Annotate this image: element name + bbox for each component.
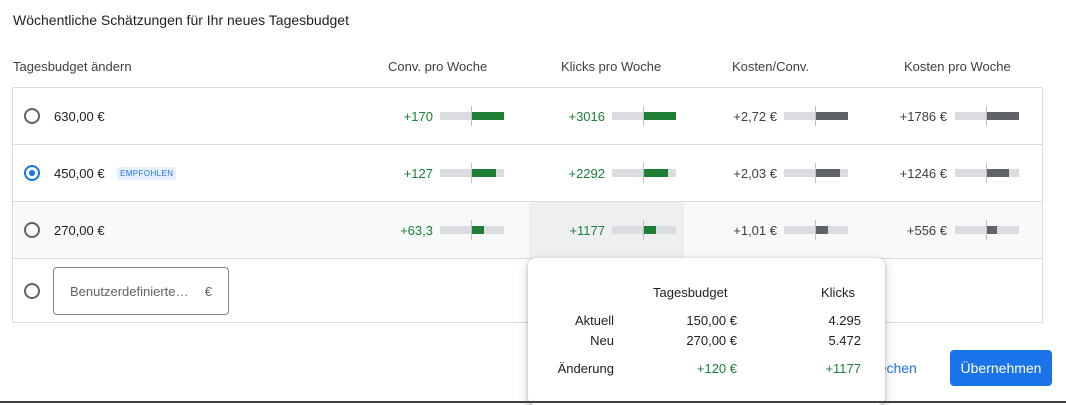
cost-per-conv-bar bbox=[784, 163, 848, 183]
column-header-cost-per-conv: Kosten/Conv. bbox=[732, 59, 810, 74]
cost-per-conv-bar bbox=[784, 220, 848, 240]
radio-button[interactable] bbox=[24, 283, 40, 299]
cost-per-week-value: +556 € bbox=[906, 223, 947, 238]
cost-per-week-bar bbox=[955, 163, 1019, 183]
column-header-budget: Tagesbudget ändern bbox=[13, 59, 132, 74]
clicks-bar bbox=[612, 163, 676, 183]
budget-amount: 450,00 € bbox=[54, 166, 105, 181]
tooltip-new-label: Neu bbox=[590, 333, 614, 348]
budget-option-row[interactable]: 450,00 € EMPFOHLEN +127 +2292 +2,03 € +1… bbox=[13, 145, 1042, 202]
column-header-cost-per-week: Kosten pro Woche bbox=[904, 59, 1011, 74]
tooltip-change-label: Änderung bbox=[557, 361, 614, 376]
tooltip-change-budget: +120 € bbox=[696, 361, 737, 376]
tooltip-new-clicks: 5.472 bbox=[828, 333, 861, 348]
conv-value: +170 bbox=[403, 109, 433, 124]
cost-per-conv-value: +2,72 € bbox=[733, 109, 777, 124]
cost-per-week-value: +1246 € bbox=[899, 166, 947, 181]
custom-budget-row[interactable]: Benutzerdefinierte… € bbox=[13, 259, 1042, 322]
column-header-clicks: Klicks pro Woche bbox=[561, 59, 662, 74]
radio-button[interactable] bbox=[24, 108, 40, 124]
cost-per-conv-value: +2,03 € bbox=[733, 166, 777, 181]
budget-amount: 270,00 € bbox=[54, 223, 105, 238]
clicks-bar bbox=[612, 220, 676, 240]
clicks-value[interactable]: +1177 bbox=[569, 223, 605, 238]
budget-option-row[interactable]: 270,00 € +63,3 +1177 +1,01 € +556 € bbox=[13, 202, 1042, 259]
currency-symbol: € bbox=[204, 284, 212, 299]
estimate-tooltip: Tagesbudget Klicks Aktuell 150,00 € 4.29… bbox=[528, 258, 885, 405]
custom-budget-placeholder: Benutzerdefinierte… bbox=[70, 284, 189, 299]
tooltip-current-budget: 150,00 € bbox=[686, 313, 737, 328]
clicks-value: +2292 bbox=[568, 166, 605, 181]
conv-bar bbox=[440, 220, 504, 240]
tooltip-current-label: Aktuell bbox=[574, 313, 614, 328]
conv-bar bbox=[440, 163, 504, 183]
budget-options-table: 630,00 € +170 +3016 +2,72 € +1786 € 450,… bbox=[12, 87, 1043, 323]
budget-amount: 630,00 € bbox=[54, 109, 105, 124]
cost-per-conv-bar bbox=[784, 106, 848, 126]
cost-per-week-value: +1786 € bbox=[899, 109, 947, 124]
clicks-value: +3016 bbox=[568, 109, 605, 124]
dialog-title: Wöchentliche Schätzungen für Ihr neues T… bbox=[13, 12, 349, 28]
radio-button[interactable] bbox=[24, 165, 40, 181]
window-bottom-edge bbox=[0, 401, 1066, 403]
tooltip-header-clicks: Klicks bbox=[821, 285, 855, 300]
tooltip-new-budget: 270,00 € bbox=[686, 333, 737, 348]
cost-per-week-bar bbox=[955, 106, 1019, 126]
recommended-badge: EMPFOHLEN bbox=[117, 167, 177, 180]
cost-per-week-bar bbox=[955, 220, 1019, 240]
conv-bar bbox=[440, 106, 504, 126]
cost-per-conv-value: +1,01 € bbox=[733, 223, 777, 238]
tooltip-header-budget: Tagesbudget bbox=[653, 285, 728, 300]
radio-button[interactable] bbox=[24, 222, 40, 238]
clicks-bar bbox=[612, 106, 676, 126]
budget-option-row[interactable]: 630,00 € +170 +3016 +2,72 € +1786 € bbox=[13, 88, 1042, 145]
conv-value: +127 bbox=[403, 166, 433, 181]
apply-button[interactable]: Übernehmen bbox=[950, 350, 1052, 386]
custom-budget-input[interactable]: Benutzerdefinierte… € bbox=[53, 267, 229, 315]
column-header-conv: Conv. pro Woche bbox=[388, 59, 488, 74]
tooltip-change-clicks: +1177 bbox=[825, 361, 861, 376]
conv-value: +63,3 bbox=[400, 223, 433, 238]
tooltip-current-clicks: 4.295 bbox=[828, 313, 861, 328]
